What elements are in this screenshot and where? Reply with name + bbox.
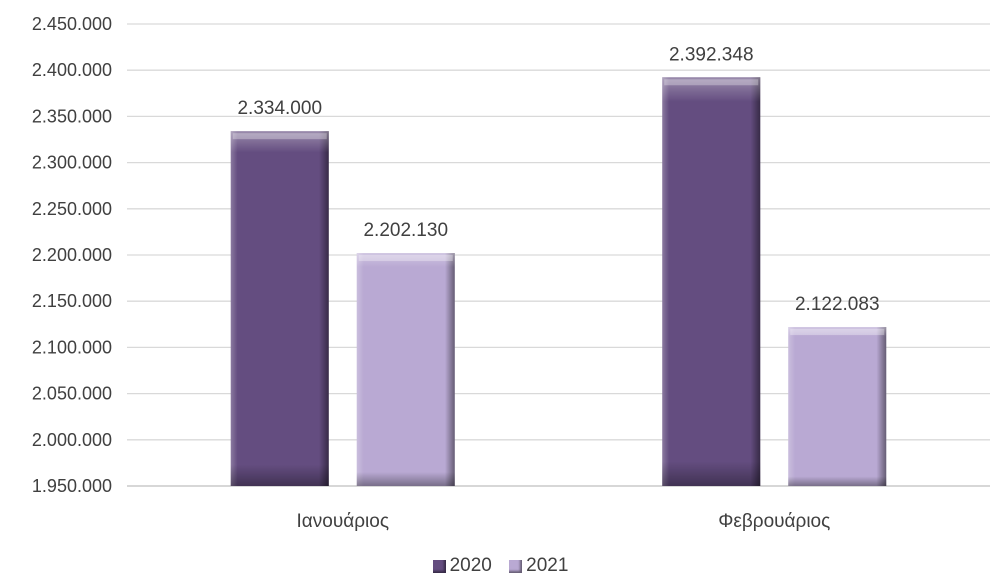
bar-bevel-v (788, 326, 887, 486)
y-tick-label: 2.400.000 (32, 60, 112, 80)
bar-bevel-v (662, 77, 761, 486)
legend-swatch-2021 (509, 559, 523, 573)
y-tick-label: 2.100.000 (32, 337, 112, 357)
legend-label-2020: 2020 (449, 555, 492, 576)
y-tick-label: 2.200.000 (32, 245, 112, 265)
y-tick-label: 2.000.000 (32, 430, 112, 450)
legend-label-2021: 2021 (526, 555, 569, 576)
bars (230, 77, 887, 486)
bar-2020-0 (230, 131, 329, 486)
y-tick-label: 2.350.000 (32, 106, 112, 126)
data-label: 2.122.083 (795, 294, 880, 315)
legend: 2020 2021 (0, 555, 1001, 579)
y-tick-label: 1.950.000 (32, 476, 112, 496)
bar-bevel-v (230, 131, 329, 486)
bar-top-highlight (232, 133, 327, 140)
y-tick-label: 2.050.000 (32, 384, 112, 404)
bar-2021-1 (788, 326, 887, 486)
bar-2021-0 (356, 253, 455, 486)
legend-item-2020: 2020 (432, 555, 492, 577)
data-label: 2.392.348 (669, 44, 754, 65)
y-tick-label: 2.250.000 (32, 199, 112, 219)
y-tick-label: 2.450.000 (32, 14, 112, 34)
y-tick-label: 2.150.000 (32, 291, 112, 311)
data-label: 2.202.130 (363, 220, 448, 241)
bar-top-highlight (664, 79, 759, 86)
y-axis-ticks: 1.950.000 2.000.000 2.050.000 2.100.000 2.15… (32, 14, 112, 496)
data-label: 2.334.000 (237, 98, 322, 119)
bar-2020-1 (662, 77, 761, 486)
bar-bevel-v (356, 253, 455, 486)
bar-top-highlight (358, 255, 453, 262)
bar-top-highlight (790, 328, 885, 335)
legend-swatch-2020 (432, 559, 446, 573)
legend-item-2021: 2021 (509, 555, 568, 577)
x-category-label: Φεβρουάριος (718, 511, 830, 532)
x-axis-categories: Ιανουάριος Φεβρουάριος (297, 511, 831, 532)
y-tick-label: 2.300.000 (32, 153, 112, 173)
data-labels: 2.334.000 2.202.130 2.392.348 2.122.083 (237, 44, 879, 315)
x-category-label: Ιανουάριος (297, 511, 389, 532)
